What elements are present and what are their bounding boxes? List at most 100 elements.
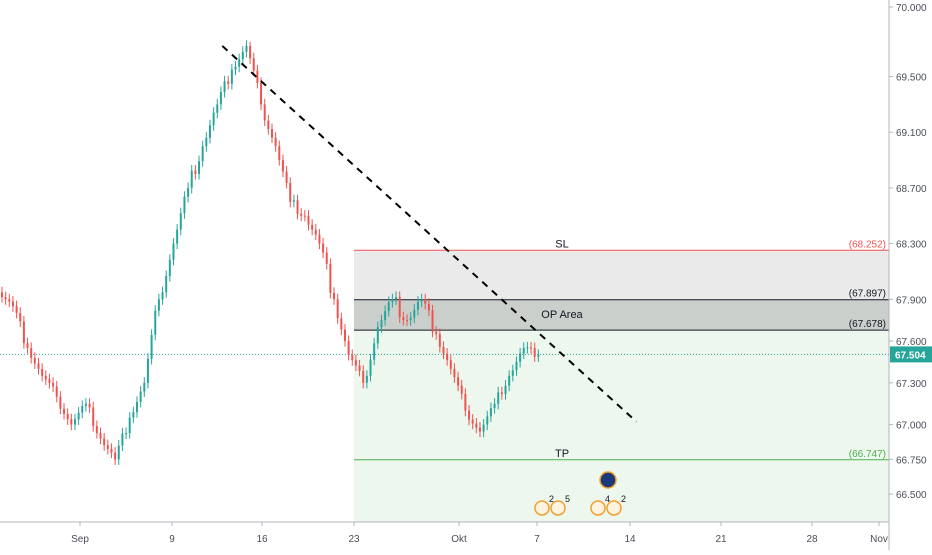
candle-body [435, 331, 438, 335]
candle-body [63, 408, 66, 414]
candle-body [530, 347, 533, 349]
event-marker[interactable] [590, 500, 606, 516]
level-zones [354, 250, 889, 522]
candle-body [420, 299, 423, 302]
y-tick-label: 67.600 [896, 337, 927, 348]
candle-body [358, 365, 361, 371]
candle-body [165, 276, 168, 293]
candle-body [81, 405, 84, 413]
flag-event-icon[interactable] [599, 471, 617, 489]
candle-body [183, 196, 186, 214]
candle-body [150, 334, 153, 359]
candles [1, 40, 540, 465]
candle-body [274, 137, 277, 147]
event-markers[interactable]: 2 5 4 2 [534, 471, 626, 516]
candle-body [267, 120, 270, 130]
x-tick-label: 28 [806, 534, 818, 545]
candle-body [157, 299, 160, 311]
candle-body [296, 200, 299, 214]
candle-body [431, 310, 434, 332]
y-tick-label: 66.750 [896, 455, 927, 466]
candle-body [333, 292, 336, 300]
candle-body [168, 259, 171, 277]
candle-body [281, 160, 284, 172]
x-tick-label: 9 [169, 534, 175, 545]
y-tick-label: 67.900 [896, 295, 927, 306]
candle-body [351, 354, 354, 361]
candle-body [8, 299, 11, 302]
y-tick-label: 66.500 [896, 490, 927, 501]
current-price-badge [890, 346, 932, 363]
candle-body [260, 82, 263, 105]
candle-body [70, 419, 73, 425]
op-lower-value-label: (67.678) [849, 319, 886, 330]
candle-body [201, 146, 204, 162]
candle-body [136, 401, 138, 413]
candle-body [307, 215, 310, 225]
candle-body [493, 403, 496, 409]
candle-body [442, 346, 445, 354]
tp-value-label: (66.747) [849, 449, 886, 460]
candle-body [384, 311, 387, 321]
event-marker[interactable] [606, 500, 622, 516]
x-tick-label: Okt [451, 534, 467, 545]
candle-body [504, 385, 507, 395]
candle-body [219, 91, 222, 105]
x-tick-label: 23 [348, 534, 360, 545]
candle-body [482, 424, 485, 432]
y-tick-label: 69.100 [896, 128, 927, 139]
candle-body [44, 375, 47, 380]
candle-body [369, 359, 372, 376]
candle-body [409, 317, 412, 321]
candle-body [489, 408, 492, 417]
level-labels: SL OP Area TP (68.252) (67.897) (67.678) (66.7… [541, 238, 886, 459]
candle-body [263, 104, 266, 121]
op-upper-value-label: (67.897) [849, 289, 886, 300]
tp-zone [354, 330, 889, 522]
y-tick-label: 67.300 [896, 379, 927, 390]
x-tick-label: 21 [715, 534, 727, 545]
candle-body [449, 360, 452, 369]
candle-body [500, 392, 503, 395]
candle-body [475, 423, 478, 428]
sl-value-label: (68.252) [849, 239, 886, 250]
candle-body [146, 358, 149, 383]
candle-body [252, 58, 255, 71]
candle-body [241, 51, 244, 60]
candle-body [373, 343, 376, 360]
candle-body [198, 161, 201, 174]
candle-body [26, 343, 29, 348]
candle-body [271, 129, 273, 138]
x-tick-label: 7 [534, 534, 540, 545]
candle-body [187, 187, 190, 197]
candle-body [402, 317, 405, 320]
candle-body [285, 171, 288, 183]
candle-body [37, 363, 40, 369]
candle-body [238, 59, 241, 67]
event-marker[interactable] [550, 500, 566, 516]
event-marker[interactable] [534, 500, 550, 516]
candle-body [289, 182, 292, 202]
candle-body [208, 125, 211, 138]
candle-body [533, 348, 536, 357]
candle-body [22, 321, 25, 344]
candle-body [106, 445, 109, 449]
candle-body [406, 319, 408, 321]
trendline[interactable] [221, 45, 638, 423]
candle-body [103, 438, 106, 446]
candle-body [486, 416, 489, 425]
candle-body [234, 66, 237, 70]
candle-body [416, 301, 419, 310]
trendline-group[interactable] [221, 45, 638, 423]
price-scale-bg [889, 0, 932, 550]
candle-body [99, 433, 102, 439]
tp-label: TP [555, 448, 569, 460]
candle-body [471, 419, 474, 424]
candle-body [55, 386, 58, 397]
candle-body [176, 229, 179, 244]
y-tick-label: 70.000 [896, 3, 927, 14]
sl-zone [354, 250, 889, 300]
